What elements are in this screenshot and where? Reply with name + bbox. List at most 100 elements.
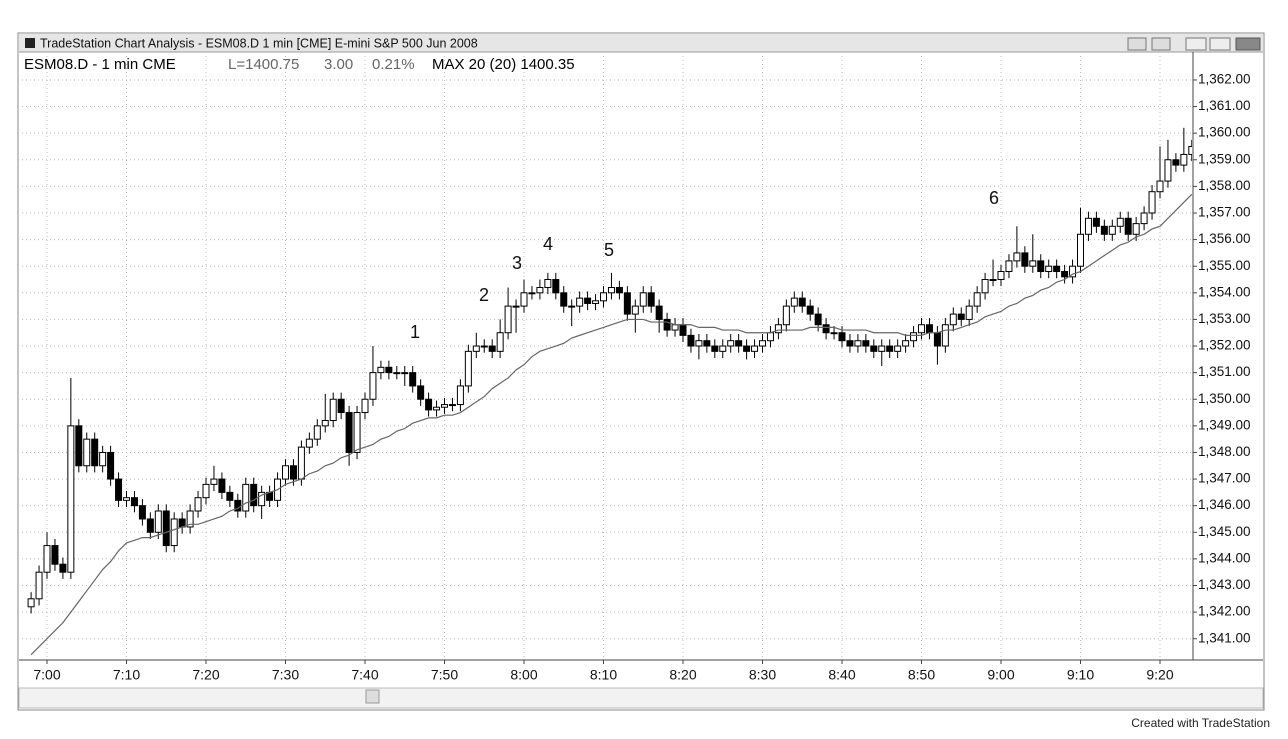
y-tick-label: 1,360.00	[1198, 125, 1251, 140]
candle-body	[337, 398, 345, 414]
close[interactable]	[1235, 37, 1261, 51]
y-tick-label: 1,356.00	[1198, 231, 1251, 246]
candle-body	[902, 340, 910, 347]
candle-body	[766, 332, 774, 342]
symbol: ESM08.D - 1 min CME	[24, 56, 176, 73]
candle-body	[361, 398, 369, 414]
x-tick-label: 7:10	[113, 667, 140, 683]
x-tick-label: 7:00	[33, 667, 60, 683]
candle-body	[417, 385, 425, 400]
candle-body	[242, 483, 250, 512]
candle-body	[218, 478, 226, 493]
candle-body	[830, 332, 838, 335]
candle-body	[1116, 217, 1124, 227]
candle-body	[441, 404, 448, 408]
window-frame	[17, 32, 1265, 711]
y-tick-label: 1,353.00	[1198, 311, 1251, 326]
x-tick-label: 9:10	[1067, 667, 1094, 683]
x-tick-label: 9:20	[1146, 667, 1173, 683]
candle-body	[639, 292, 647, 307]
candle-body	[385, 366, 393, 374]
x-tick-label: 8:00	[510, 667, 537, 683]
candle-body	[123, 497, 130, 501]
candle-body	[282, 465, 289, 480]
candle-body	[925, 324, 933, 334]
candle-body	[878, 345, 886, 352]
candle-body	[862, 340, 870, 347]
candle-body	[894, 345, 902, 352]
candle-body	[607, 286, 615, 294]
x-tick-label: 8:30	[749, 667, 776, 683]
candle-body	[1077, 233, 1084, 267]
candle-body	[822, 324, 830, 334]
candle-body	[456, 385, 464, 406]
x-tick-label: 8:40	[828, 667, 855, 683]
candle-body	[43, 545, 51, 573]
annotation: 5	[604, 240, 614, 260]
y-tick-label: 1,359.00	[1198, 151, 1251, 166]
button[interactable]	[1151, 37, 1171, 51]
candle-body	[464, 350, 472, 387]
candle-body	[1069, 265, 1077, 278]
annotation: 1	[410, 322, 420, 342]
candle-body	[67, 425, 75, 573]
title-bar	[19, 34, 1263, 52]
x-tick-label: 7:40	[351, 667, 378, 683]
candle-body	[186, 510, 194, 528]
candle-body	[544, 279, 552, 288]
candle-body	[27, 598, 35, 608]
candle-body	[369, 372, 377, 400]
y-tick-label: 1,347.00	[1198, 471, 1251, 486]
y-tick-label: 1,348.00	[1198, 444, 1251, 459]
candle-body	[1061, 271, 1069, 278]
candle-body	[1156, 180, 1164, 193]
candle-body	[1108, 225, 1116, 235]
button[interactable]	[1127, 37, 1147, 51]
candle-body	[377, 366, 385, 374]
window-title: TradeStation Chart Analysis - ESM08.D 1 …	[40, 36, 478, 50]
window-buttons[interactable]	[1127, 37, 1261, 51]
candle-body	[592, 300, 600, 304]
candle-body	[59, 563, 67, 573]
scroll-thumb[interactable]	[365, 689, 380, 704]
y-tick-label: 1,345.00	[1198, 524, 1251, 539]
plot: 1,341.00 1,342.00 1,343.00 1,344.00 1,345.00…	[22, 56, 1251, 683]
candle-body	[910, 332, 918, 342]
y-tick-label: 1,355.00	[1198, 258, 1251, 273]
candle-body	[1188, 145, 1192, 155]
candle-body	[615, 286, 623, 294]
candle-body	[35, 571, 43, 600]
candle-body	[751, 345, 759, 352]
candle-body	[401, 372, 409, 375]
candle-body	[258, 491, 266, 507]
candle-body	[1164, 159, 1172, 182]
annotation: 6	[989, 188, 999, 208]
candle-body	[480, 345, 488, 348]
y-tick-label: 1,354.00	[1198, 284, 1251, 299]
candle-body	[536, 286, 544, 294]
scrollbar[interactable]	[18, 687, 1264, 709]
candle-body	[1013, 252, 1021, 262]
candle-body	[321, 420, 329, 427]
candle-body	[1092, 217, 1100, 227]
candle-body	[520, 292, 528, 307]
minimize[interactable]	[1185, 37, 1207, 51]
candle-body	[623, 292, 631, 315]
candle-body	[727, 340, 735, 347]
y-tick-label: 1,362.00	[1198, 72, 1251, 87]
candle-body	[305, 438, 313, 448]
candle-body	[798, 297, 806, 307]
maximize[interactable]	[1209, 37, 1231, 51]
candle-body	[687, 334, 695, 347]
candle-body	[973, 292, 981, 307]
y-tick-label: 1,357.00	[1198, 205, 1251, 220]
candle-body	[425, 398, 433, 411]
candle-body	[488, 345, 496, 352]
y-tick-label: 1,350.00	[1198, 391, 1251, 406]
candle-body	[297, 446, 305, 480]
candle-body	[711, 345, 719, 352]
candle-body	[289, 465, 297, 480]
candle-body	[679, 324, 687, 336]
candle-body	[846, 340, 854, 347]
